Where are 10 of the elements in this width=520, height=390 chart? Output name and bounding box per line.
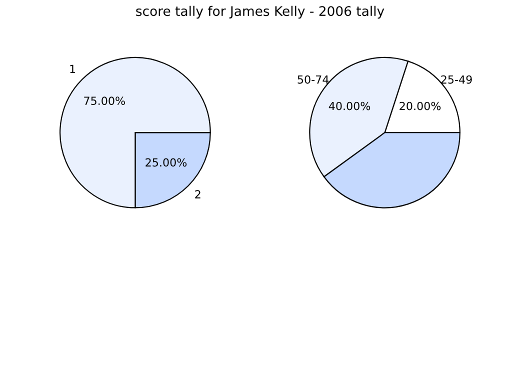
data-label: 75.00% <box>84 96 125 106</box>
data-label: 25.00% <box>146 158 187 167</box>
slice-label: 50-74 <box>298 75 329 84</box>
slice-label: 25-49 <box>441 75 472 84</box>
slice-label: 2 <box>195 190 200 198</box>
data-label: 20.00% <box>400 102 441 110</box>
data-label: 40.00% <box>328 102 370 110</box>
text: score tally for James Kelly - 2006 tally <box>136 6 384 19</box>
pie-slice <box>60 56 211 208</box>
slice-label: 1 <box>70 64 76 73</box>
